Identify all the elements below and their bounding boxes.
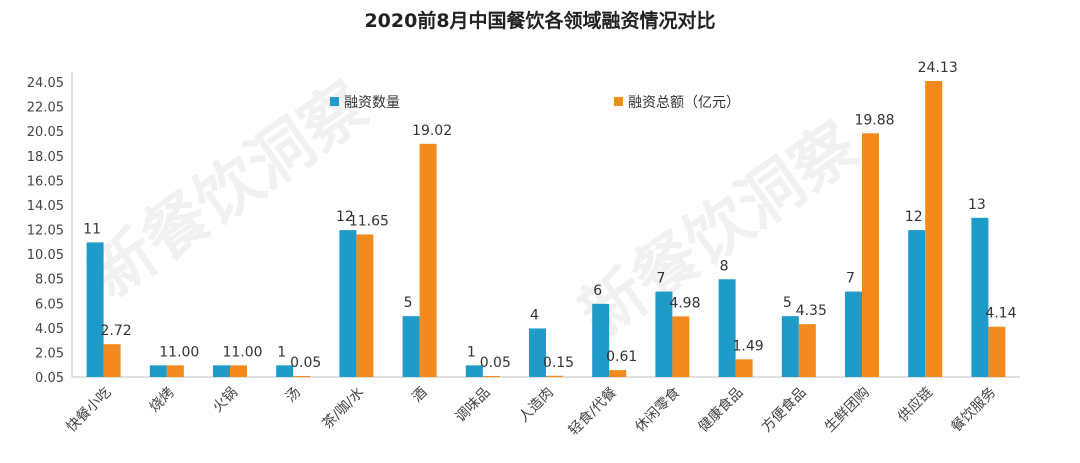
bar-amount bbox=[862, 133, 879, 377]
x-category-label: 生鲜团购 bbox=[822, 385, 873, 436]
x-category-label: 方便食品 bbox=[758, 384, 810, 436]
y-tick-label: 20.05 bbox=[27, 125, 64, 140]
bar-count bbox=[781, 316, 799, 377]
bar-count bbox=[149, 365, 167, 377]
data-label: 5 bbox=[404, 295, 413, 311]
bar-count bbox=[529, 328, 546, 377]
data-label: 4.35 bbox=[796, 303, 827, 319]
bar-amount bbox=[356, 234, 374, 377]
y-tick-label: 4.05 bbox=[35, 322, 64, 337]
data-label: 0.15 bbox=[543, 355, 574, 371]
data-label: 13 bbox=[968, 197, 986, 213]
data-label: 1.49 bbox=[733, 338, 764, 354]
y-tick-label: 22.05 bbox=[27, 101, 64, 116]
x-category-label: 汤 bbox=[283, 385, 304, 406]
data-label: 2.72 bbox=[101, 323, 132, 339]
data-label: 0.05 bbox=[290, 355, 321, 371]
x-category-label: 人造肉 bbox=[516, 385, 557, 426]
legend-swatch bbox=[614, 97, 623, 106]
bar-count bbox=[339, 230, 357, 377]
x-category-label: 火锅 bbox=[210, 385, 241, 416]
bar-count bbox=[592, 303, 610, 377]
bar-amount bbox=[609, 370, 627, 377]
x-category-label: 餐饮服务 bbox=[948, 385, 999, 436]
bar-amount bbox=[103, 344, 121, 377]
x-category-label: 健康食品 bbox=[695, 384, 747, 436]
x-category-label: 烧烤 bbox=[147, 385, 178, 416]
bar-count bbox=[655, 291, 673, 377]
data-label: 0.05 bbox=[480, 355, 511, 371]
y-tick-label: 24.05 bbox=[27, 76, 64, 91]
data-label: 1 bbox=[277, 344, 286, 360]
bar-amount bbox=[546, 375, 563, 377]
bar-amount bbox=[482, 376, 500, 377]
data-label: 4.98 bbox=[669, 295, 700, 311]
bar-count bbox=[86, 242, 104, 377]
bar-amount bbox=[230, 365, 247, 377]
y-tick-label: 0.05 bbox=[35, 371, 64, 386]
bar-count bbox=[845, 291, 862, 377]
bar-count bbox=[465, 365, 483, 377]
data-label: 11.00 bbox=[159, 344, 199, 360]
data-label: 6 bbox=[593, 283, 602, 299]
bar-amount bbox=[988, 326, 1006, 377]
data-label: 5 bbox=[783, 295, 792, 311]
data-label: 11 bbox=[83, 221, 101, 237]
x-category-label: 轻食/代餐 bbox=[565, 384, 620, 439]
bar-amount bbox=[293, 376, 311, 377]
y-tick-label: 14.05 bbox=[27, 199, 64, 214]
data-label: 19.02 bbox=[412, 123, 452, 139]
data-label: 4 bbox=[530, 307, 539, 323]
bar-count bbox=[718, 279, 736, 377]
data-label: 7 bbox=[656, 271, 665, 287]
y-tick-label: 16.05 bbox=[27, 174, 64, 189]
y-tick-label: 6.05 bbox=[35, 297, 64, 312]
bar-amount bbox=[419, 143, 437, 377]
bar-count bbox=[213, 365, 230, 377]
data-label: 12 bbox=[905, 209, 923, 225]
data-label: 0.61 bbox=[606, 349, 637, 365]
x-category-label: 快餐小吃 bbox=[64, 385, 115, 436]
x-category-label: 调味品 bbox=[453, 385, 494, 426]
data-label: 12 bbox=[336, 209, 354, 225]
data-label: 24.13 bbox=[918, 60, 958, 76]
bar-count bbox=[971, 217, 989, 377]
x-category-label: 供应链 bbox=[894, 384, 936, 426]
legend-label: 融资总额（亿元） bbox=[628, 95, 740, 111]
y-tick-label: 2.05 bbox=[35, 346, 64, 361]
data-label: 4.14 bbox=[985, 306, 1016, 322]
data-label: 19.88 bbox=[854, 112, 894, 128]
bar-count bbox=[908, 230, 926, 377]
bar-amount bbox=[798, 324, 816, 377]
data-label: 11.65 bbox=[349, 213, 389, 229]
bar-amount bbox=[672, 316, 690, 377]
bar-count bbox=[276, 365, 294, 377]
legend-label: 融资数量 bbox=[344, 95, 400, 111]
legend-swatch bbox=[330, 97, 339, 106]
bar-amount bbox=[925, 81, 943, 378]
data-label: 8 bbox=[720, 258, 729, 274]
bar-count bbox=[402, 316, 420, 377]
data-label: 11.00 bbox=[222, 344, 262, 360]
bar-amount bbox=[166, 365, 184, 377]
bar-amount bbox=[735, 359, 753, 377]
y-tick-label: 10.05 bbox=[27, 248, 64, 263]
chart-title: 2020前8月中国餐饮各领域融资情况对比 bbox=[364, 10, 716, 32]
x-category-label: 休闲零食 bbox=[632, 384, 684, 436]
data-label: 1 bbox=[467, 344, 476, 360]
y-tick-label: 12.05 bbox=[27, 224, 64, 239]
data-label: 7 bbox=[846, 271, 855, 287]
y-tick-label: 18.05 bbox=[27, 150, 64, 165]
x-category-label: 酒 bbox=[409, 385, 430, 406]
x-category-label: 茶/咖/水 bbox=[320, 385, 368, 433]
y-tick-label: 8.05 bbox=[35, 273, 64, 288]
